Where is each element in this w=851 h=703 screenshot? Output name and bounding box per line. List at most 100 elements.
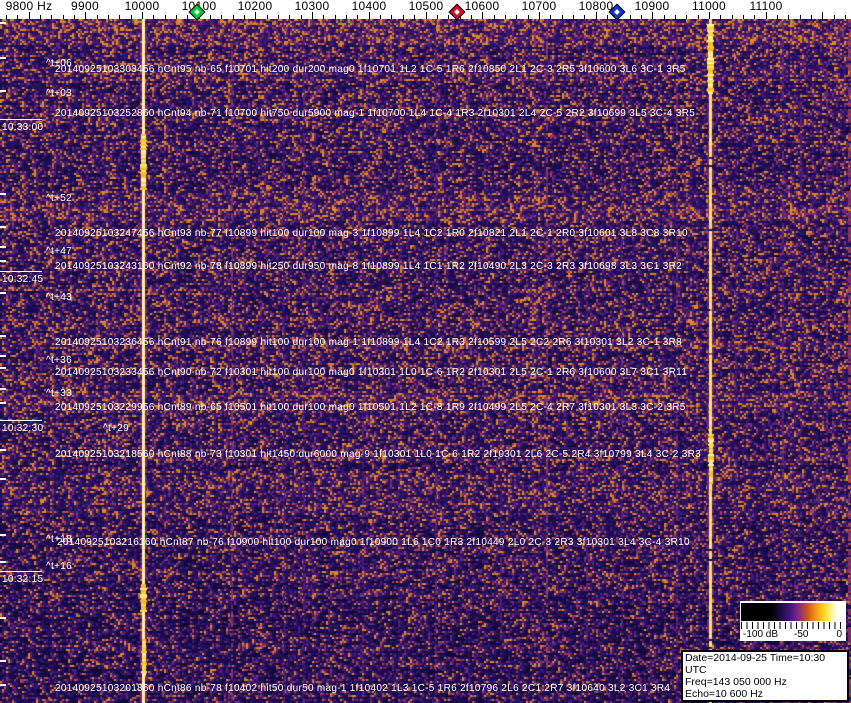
axis-minor-tick [505, 15, 506, 19]
time-axis-label: 10:32:15 [2, 574, 44, 585]
axis-minor-tick [153, 15, 154, 19]
axis-major-tick [652, 12, 653, 19]
axis-minor-tick [788, 15, 789, 19]
axis-minor-tick [357, 15, 358, 19]
time-axis-tick [0, 571, 42, 572]
time-offset-mark: ^t+52 [46, 193, 72, 204]
left-edge-tick [0, 355, 6, 357]
left-edge-tick [0, 57, 6, 59]
axis-minor-tick [165, 15, 166, 19]
left-edge-tick [0, 561, 6, 563]
axis-minor-tick [800, 15, 801, 19]
axis-minor-tick [414, 15, 415, 19]
axis-minor-tick [562, 15, 563, 19]
axis-minor-tick [664, 15, 665, 19]
axis-major-tick [142, 12, 143, 19]
left-edge-tick [0, 660, 6, 662]
axis-minor-tick [686, 15, 687, 19]
detection-log-line: 20140925103218560 hCnt88 nb-73 f10301 hi… [55, 449, 701, 460]
axis-minor-tick [176, 15, 177, 19]
axis-minor-tick [380, 15, 381, 19]
frequency-axis[interactable]: 9800 Hz990010000101001020010300104001050… [0, 0, 851, 21]
left-edge-tick [0, 22, 6, 24]
axis-major-tick [255, 12, 256, 19]
axis-frequency-label: 10800 [578, 0, 614, 13]
axis-minor-tick [573, 15, 574, 19]
left-edge-tick [0, 388, 6, 390]
marker-center-dot [614, 9, 620, 15]
spectrogram-waterfall[interactable] [0, 19, 851, 703]
axis-major-tick [766, 12, 767, 19]
time-offset-mark: ^t+16 [46, 561, 72, 572]
detection-log-line: 20140925103233456 hCnt90 nb-72 f10301 hi… [55, 367, 688, 378]
axis-major-tick [369, 12, 370, 19]
axis-frequency-label: 10900 [634, 0, 670, 13]
axis-frequency-label: 10500 [408, 0, 444, 13]
left-edge-tick [0, 684, 6, 686]
axis-minor-tick [698, 15, 699, 19]
axis-minor-tick [528, 15, 529, 19]
left-edge-tick [0, 90, 6, 92]
time-axis-label: 10:33:00 [2, 122, 44, 133]
axis-minor-tick [131, 15, 132, 19]
axis-major-tick [596, 12, 597, 19]
marker-red-diamond-icon[interactable] [448, 3, 466, 21]
axis-minor-tick [777, 15, 778, 19]
axis-frequency-label: 9800 Hz [5, 0, 53, 13]
axis-major-tick [482, 12, 483, 19]
axis-minor-tick [391, 15, 392, 19]
axis-minor-tick [403, 15, 404, 19]
axis-minor-tick [550, 15, 551, 19]
detection-log-line: 20140925103252860 hCnt94 nb-71 f10700 hi… [55, 108, 696, 119]
axis-minor-tick [607, 15, 608, 19]
axis-minor-tick [51, 15, 52, 19]
left-edge-tick [0, 292, 6, 294]
axis-frequency-label: 10700 [521, 0, 557, 13]
color-scale-ticks [741, 622, 845, 629]
axis-minor-tick [584, 15, 585, 19]
left-edge-tick [0, 226, 6, 228]
time-axis-tick [0, 119, 42, 120]
axis-minor-tick [754, 15, 755, 19]
left-edge-tick [0, 478, 6, 480]
axis-minor-tick [743, 15, 744, 19]
axis-minor-tick [17, 15, 18, 19]
legend-label-mid: -50 [794, 629, 809, 640]
axis-minor-tick [335, 15, 336, 19]
info-frequency: Freq=143 050 000 Hz [685, 676, 787, 688]
color-scale-legend: -100 dB -50 0 [740, 601, 846, 641]
time-offset-mark: ^t+36 [46, 355, 72, 366]
time-offset-mark: ^t+03 [46, 88, 72, 99]
axis-minor-tick [323, 15, 324, 19]
axis-minor-tick [289, 15, 290, 19]
detection-log-line: 20140925103243160 hCnt92 nb-78 f10899 hi… [55, 261, 682, 272]
axis-minor-tick [346, 15, 347, 19]
axis-minor-tick [437, 15, 438, 19]
left-edge-tick [0, 335, 6, 337]
detection-log-line: 20140925103303456 hCnt95 nb-65 f10701 hi… [55, 64, 686, 75]
axis-frequency-label: 11100 [749, 0, 783, 13]
left-edge-tick [0, 534, 6, 536]
axis-major-tick [312, 12, 313, 19]
left-edge-tick [0, 260, 6, 262]
axis-minor-tick [630, 15, 631, 19]
axis-minor-tick [811, 15, 812, 19]
axis-minor-tick [278, 15, 279, 19]
axis-minor-tick [460, 15, 461, 19]
color-gradient-bar [741, 603, 845, 621]
detection-log-line: 20140925103216160 hCnt87 nb-76 f10900 hi… [57, 537, 690, 548]
left-edge-tick [0, 246, 6, 248]
axis-major-tick [539, 12, 540, 19]
axis-minor-tick [720, 15, 721, 19]
axis-major-tick [85, 12, 86, 19]
time-offset-mark: ^t+33 [46, 388, 72, 399]
axis-minor-tick [244, 15, 245, 19]
detection-log-line: 20140925103236456 hCnt91 nb-76 f10899 hi… [55, 337, 682, 348]
time-offset-mark: ^t+18 [46, 534, 72, 545]
marker-center-dot [194, 9, 200, 15]
axis-frequency-label: 10400 [351, 0, 387, 13]
axis-minor-tick [233, 15, 234, 19]
detection-log-line: 20140925103201860 hCnt86 nb-78 f10402 hi… [55, 683, 671, 694]
axis-minor-tick [675, 15, 676, 19]
